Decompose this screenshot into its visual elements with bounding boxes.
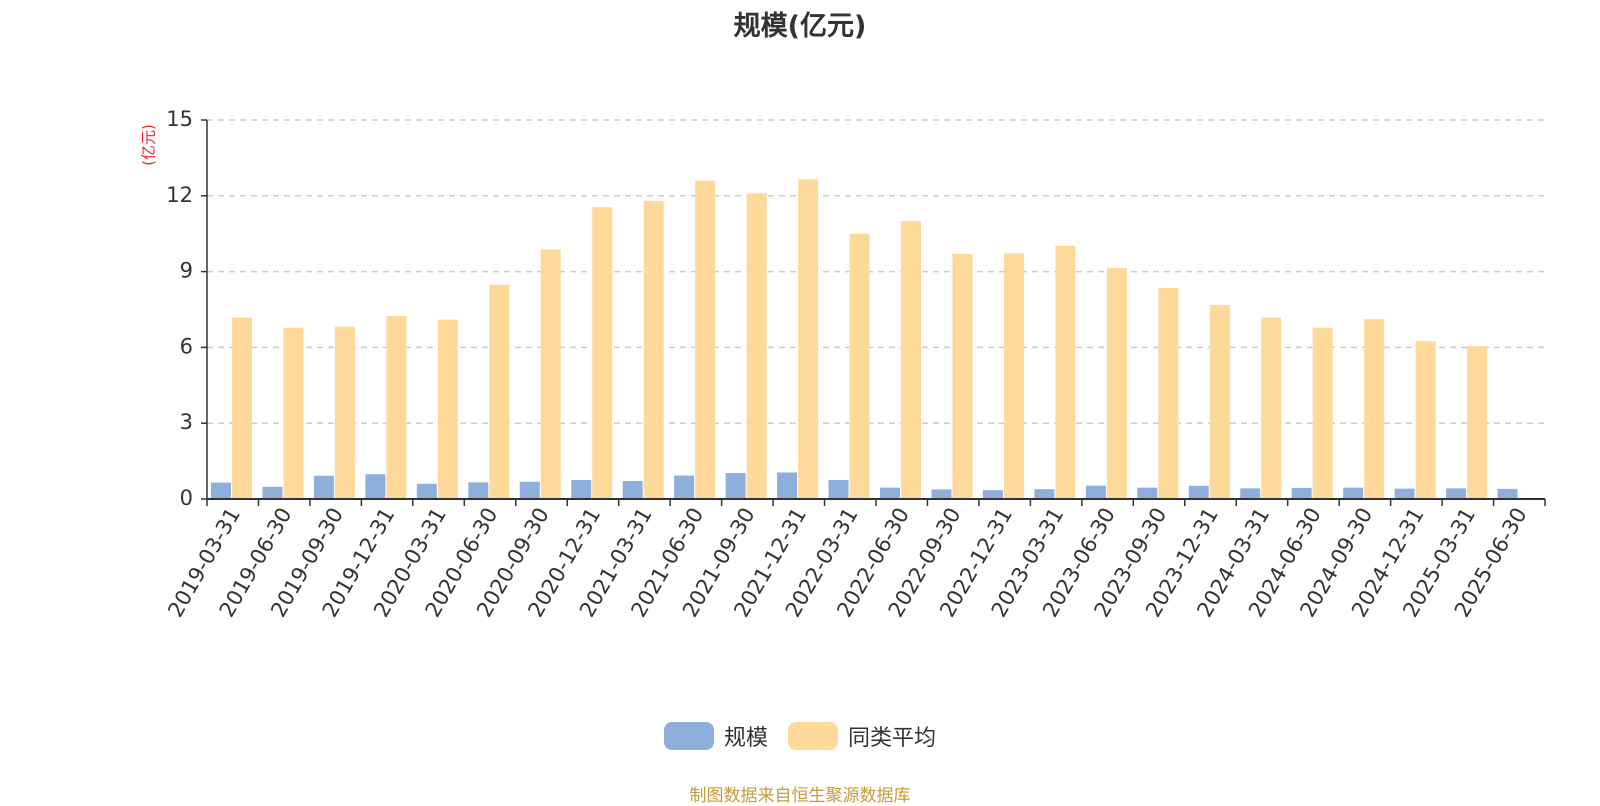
bar-scale[interactable] [1137,487,1158,499]
y-tick-label: 6 [180,334,193,358]
bar-peer-average[interactable] [643,200,664,499]
bar-peer-average[interactable] [1003,253,1024,499]
bars [211,179,1518,500]
bar-peer-average[interactable] [1312,327,1333,499]
bar-peer-average[interactable] [386,315,407,499]
bar-scale[interactable] [674,475,695,499]
bar-scale[interactable] [1034,489,1055,499]
bar-peer-average[interactable] [437,319,458,499]
bar-scale[interactable] [519,481,540,499]
y-tick-label: 3 [180,410,193,434]
grid-lines [207,119,1545,424]
bar-peer-average[interactable] [1261,317,1282,499]
bar-scale[interactable] [931,489,952,499]
bar-scale[interactable] [1291,487,1312,499]
bar-peer-average[interactable] [592,207,613,500]
bar-scale[interactable] [622,481,643,499]
y-axis-unit-label: (亿元) [140,124,158,166]
legend-swatch-scale [663,722,714,750]
bar-scale[interactable] [468,482,489,499]
bar-scale[interactable] [1085,485,1106,499]
axes [201,119,1546,506]
legend-item-scale[interactable]: 规模 [663,720,768,752]
bar-peer-average[interactable] [334,326,355,499]
bar-peer-average[interactable] [901,221,921,500]
legend-item-peer-average[interactable]: 同类平均 [788,720,936,752]
bar-scale[interactable] [416,483,437,499]
bar-scale[interactable] [262,486,283,499]
bar-peer-average[interactable] [1209,304,1230,499]
legend: 规模 同类平均 [0,720,1600,752]
bar-peer-average[interactable] [798,179,819,500]
bar-scale[interactable] [1188,485,1209,499]
bar-scale[interactable] [880,487,900,499]
bar-peer-average[interactable] [849,233,870,499]
bar-scale[interactable] [571,480,592,499]
bar-scale[interactable] [1446,488,1467,499]
bar-peer-average[interactable] [489,284,510,499]
bar-scale[interactable] [777,472,798,499]
bar-peer-average[interactable] [232,317,252,499]
chart-title: 规模(亿元) [733,11,867,42]
y-tick-label: 12 [166,183,193,207]
bar-scale[interactable] [982,490,1003,499]
data-source-note: 制图数据来自恒生聚源数据库 [689,786,911,806]
bar-peer-average[interactable] [1055,245,1076,499]
bar-scale[interactable] [211,482,231,499]
bar-peer-average[interactable] [1467,346,1488,499]
bar-peer-average[interactable] [283,327,304,499]
bar-scale[interactable] [365,474,386,499]
bar-scale[interactable] [1394,488,1415,499]
bar-peer-average[interactable] [952,253,973,499]
bar-peer-average[interactable] [1158,288,1179,499]
legend-label-scale: 规模 [723,726,768,751]
bar-peer-average[interactable] [695,180,716,499]
bar-scale[interactable] [1343,487,1364,499]
bar-peer-average[interactable] [1106,267,1127,499]
legend-swatch-peer-average [788,722,838,750]
y-tick-label: 9 [180,259,193,283]
bar-peer-average[interactable] [1364,319,1385,499]
bar-peer-average[interactable] [540,249,561,499]
legend-label-peer-average: 同类平均 [848,726,937,751]
bar-scale[interactable] [313,475,334,499]
bar-scale[interactable] [1240,488,1261,499]
bar-peer-average[interactable] [746,193,767,500]
y-tick-label: 0 [180,486,193,510]
bar-scale[interactable] [1497,488,1518,499]
bar-scale[interactable] [725,472,746,499]
bar-scale[interactable] [828,480,849,499]
y-tick-label: 15 [166,107,193,131]
bar-peer-average[interactable] [1415,341,1436,499]
